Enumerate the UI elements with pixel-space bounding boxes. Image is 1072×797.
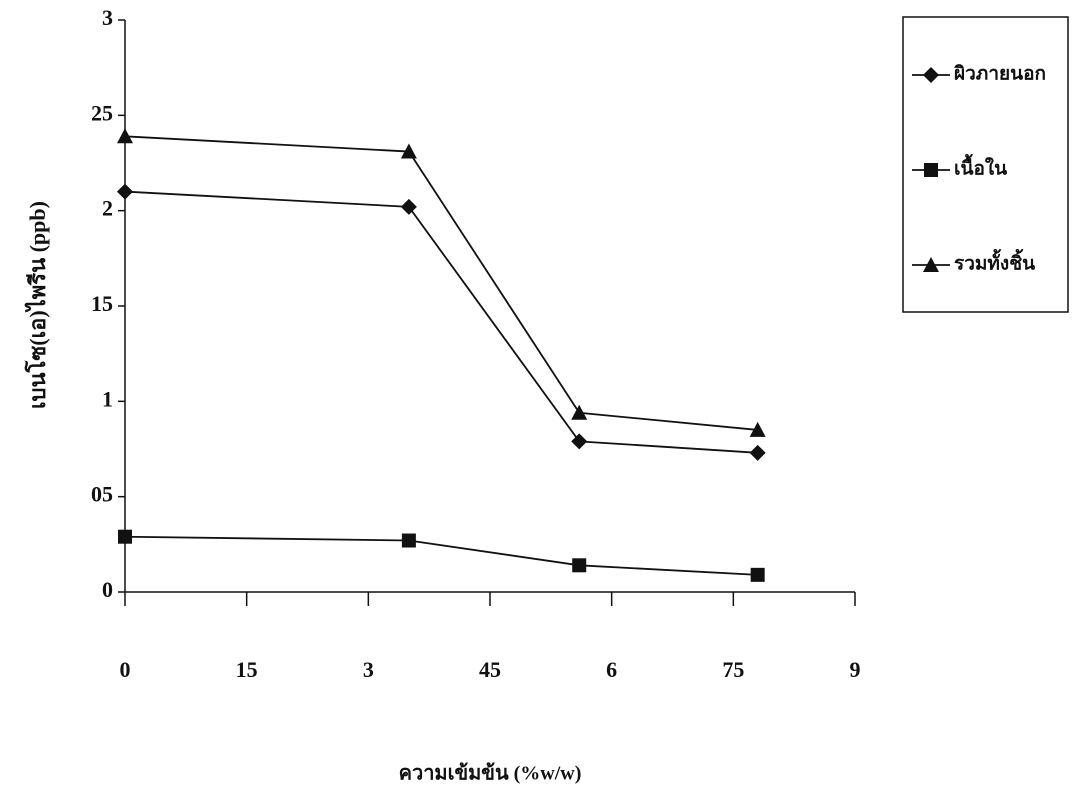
x-axis-label: ความเข้มข้น (%w/w) bbox=[399, 762, 582, 785]
legend-marker bbox=[923, 257, 939, 272]
data-point bbox=[572, 558, 587, 573]
data-point bbox=[749, 444, 766, 461]
legend-label: รวมทั้งชิ้น bbox=[954, 248, 1035, 274]
y-tick-label: 05 bbox=[91, 482, 113, 507]
data-point bbox=[117, 183, 133, 200]
data-point bbox=[117, 128, 133, 144]
x-tick-label: 6 bbox=[606, 657, 617, 682]
legend-box bbox=[902, 16, 1069, 313]
x-tick-label: 45 bbox=[479, 657, 501, 682]
legend-marker bbox=[923, 67, 939, 83]
data-point bbox=[401, 533, 416, 548]
data-point bbox=[571, 404, 588, 420]
y-tick-label: 25 bbox=[91, 100, 113, 125]
y-axis-label: เบนโซ(เอ)ไพรีน (ppb) bbox=[24, 201, 50, 409]
series-line bbox=[124, 535, 758, 576]
x-tick-label: 0 bbox=[120, 657, 131, 682]
legend-marker bbox=[924, 163, 938, 177]
data-point bbox=[749, 421, 766, 437]
y-tick-label: 0 bbox=[102, 577, 113, 602]
y-tick-label: 1 bbox=[102, 386, 113, 411]
x-tick-label: 3 bbox=[363, 657, 374, 682]
y-tick-label: 15 bbox=[91, 291, 113, 316]
data-point bbox=[400, 198, 417, 215]
series-line bbox=[124, 190, 758, 454]
data-point bbox=[750, 567, 765, 582]
data-point bbox=[571, 433, 588, 450]
x-tick-label: 15 bbox=[236, 657, 258, 682]
x-tick-label: 75 bbox=[722, 657, 744, 682]
data-point bbox=[400, 143, 417, 159]
series-line bbox=[124, 135, 758, 431]
legend-label: เนื้อใน bbox=[954, 153, 1007, 179]
x-tick-label: 9 bbox=[850, 657, 861, 682]
y-tick-label: 2 bbox=[102, 196, 113, 221]
y-tick-label: 3 bbox=[102, 5, 113, 30]
data-point bbox=[118, 529, 132, 544]
legend-label: ผิวภายนอก bbox=[954, 63, 1046, 84]
